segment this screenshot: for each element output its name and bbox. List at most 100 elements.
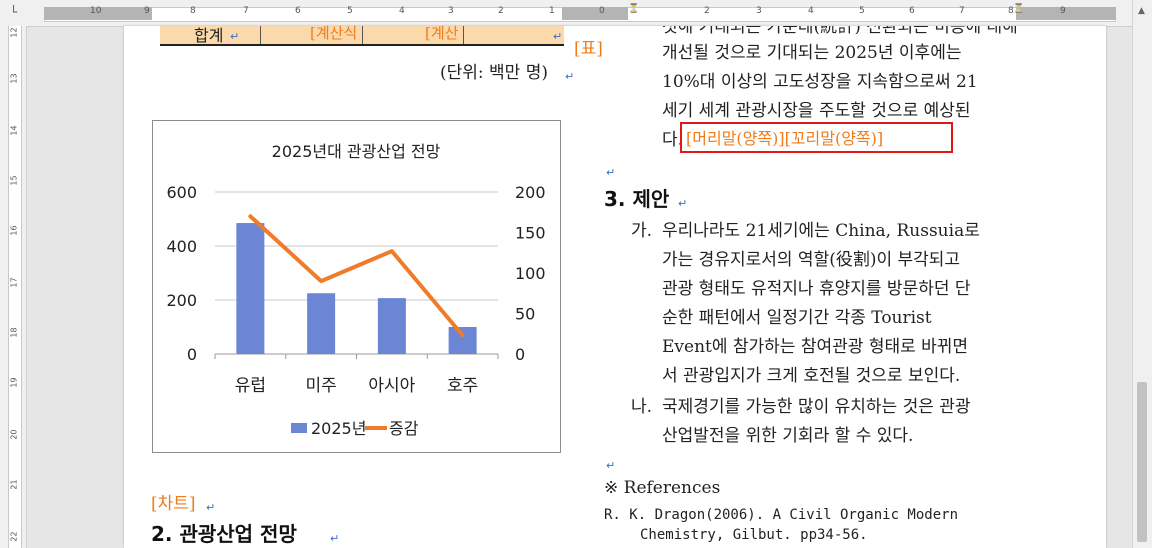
list-marker-ga: 가. xyxy=(631,221,653,241)
ruler-number: 9 xyxy=(144,6,150,16)
ruler-number: 9 xyxy=(1060,6,1066,16)
ruler-number: 6 xyxy=(909,6,915,16)
ruler-number: 4 xyxy=(399,6,405,16)
chart-left-tick-label: 400 xyxy=(166,237,197,256)
table-cell-total: 합계 xyxy=(194,26,224,45)
section-heading-2: 2. 관광산업 전망 xyxy=(151,522,297,546)
indent-marker-icon[interactable]: ⏳ xyxy=(628,4,640,14)
list-item-line: 순한 패턴에서 일정기간 각종 Tourist xyxy=(662,308,932,328)
reference-line: R. K. Dragon(2006). A Civil Organic Mode… xyxy=(604,507,959,523)
ruler-number: 5 xyxy=(859,6,865,16)
paragraph-mark-icon: ↵ xyxy=(330,532,340,545)
chart-bars xyxy=(236,223,477,354)
list-item-line: Event에 참가하는 참여관광 형태로 바뀌면 xyxy=(662,337,969,357)
list-item-line: 산업발전을 위한 기회라 할 수 있다. xyxy=(662,426,914,446)
paragraph-mark-icon: ↵ xyxy=(206,501,216,514)
chart-legend: 2025년 증감 xyxy=(291,419,419,438)
ruler-number: 17 xyxy=(9,277,19,288)
body-line: 개선될 것으로 기대되는 2025년 이후에는 xyxy=(662,43,962,63)
ruler-number: 13 xyxy=(9,73,19,84)
chart-category-label: 아시아 xyxy=(368,376,415,396)
header-footer-field[interactable]: [머리말(양쪽)][꼬리말(양쪽)] xyxy=(686,129,884,148)
ruler-number: 8 xyxy=(190,6,196,16)
scrollbar-thumb[interactable] xyxy=(1137,382,1147,542)
chart-bar xyxy=(377,298,406,354)
chart-right-tick-label: 150 xyxy=(515,224,546,243)
paragraph-mark-icon: ↵ xyxy=(678,197,688,210)
ruler-number: 21 xyxy=(9,479,19,490)
chart[interactable]: 2025년대 관광산업 전망 600 400 200 0 200 150 100 50 0 유… xyxy=(153,121,560,452)
chart-caption-field[interactable]: [차트] xyxy=(151,494,196,514)
section-heading-3: 3. 제안 xyxy=(604,187,670,211)
reference-line: Chemistry, Gilbut. pp34-56. xyxy=(640,527,868,543)
tab-selector-icon[interactable]: └ xyxy=(10,5,18,19)
chart-frame[interactable]: 2025년대 관광산업 전망 600 400 200 0 200 150 100 50 0 유… xyxy=(152,120,561,453)
chart-category-label: 호주 xyxy=(447,376,478,396)
ruler-number: 15 xyxy=(9,175,19,186)
ruler-margin-left xyxy=(44,7,152,20)
list-item-line: 우리나라도 21세기에는 China, Russuia로 xyxy=(662,221,980,241)
table-cell-border xyxy=(260,26,261,44)
horizontal-ruler[interactable]: 10 9 8 7 6 5 4 3 2 1 0 2 3 4 5 6 7 8 9 ⏳… xyxy=(0,0,1152,27)
ruler-column-gap xyxy=(562,7,628,20)
chart-right-tick-label: 100 xyxy=(515,264,546,283)
chart-category-label: 미주 xyxy=(305,376,336,396)
chart-right-axis-labels: 200 150 100 50 0 xyxy=(515,183,546,364)
legend-label-change: 증감 xyxy=(389,419,419,438)
list-marker-na: 나. xyxy=(631,397,653,417)
ruler-number: 8 xyxy=(1008,6,1014,16)
ruler-number: 0 xyxy=(599,6,605,16)
ruler-margin-right xyxy=(1016,7,1116,20)
ruler-number: 16 xyxy=(9,225,19,236)
references-title: ※ References xyxy=(604,478,721,498)
chart-right-tick-label: 0 xyxy=(515,345,525,364)
vertical-ruler[interactable]: 12 13 14 15 16 17 18 19 20 21 22 xyxy=(0,26,27,548)
ruler-number: 10 xyxy=(90,6,102,16)
scroll-up-icon[interactable]: ▲ xyxy=(1138,6,1145,16)
table-cell-border xyxy=(463,26,464,44)
ruler-number: 19 xyxy=(9,377,19,388)
body-line: 10%대 이상의 고도성장을 지속함으로써 21 xyxy=(662,72,978,92)
ruler-number: 2 xyxy=(704,6,710,16)
chart-line-path xyxy=(248,214,465,338)
chart-left-tick-label: 0 xyxy=(187,345,197,364)
ruler-track xyxy=(8,26,22,548)
ruler-number: 3 xyxy=(756,6,762,16)
ruler-number: 14 xyxy=(9,125,19,136)
paragraph-mark-icon: ↵ xyxy=(565,70,575,83)
clipped-text-line: 첫해 기대되는 가운데(統計) 전환되는 비용에 대해서는 xyxy=(662,26,1018,34)
ruler-number: 12 xyxy=(9,27,19,38)
legend-bar-swatch xyxy=(291,423,307,433)
vertical-scrollbar[interactable]: ▲ xyxy=(1132,0,1152,548)
ruler-number: 22 xyxy=(9,531,19,542)
ruler-number: 6 xyxy=(295,6,301,16)
list-item-line: 관광 형태도 유적지나 휴양지를 방문하던 단 xyxy=(662,279,971,299)
ruler-number: 4 xyxy=(808,6,814,16)
chart-bar xyxy=(236,223,265,354)
ruler-number: 7 xyxy=(243,6,249,16)
chart-line-series xyxy=(248,214,465,338)
chart-left-axis-labels: 600 400 200 0 xyxy=(166,183,197,364)
chart-bar xyxy=(307,293,336,354)
chart-title: 2025년대 관광산업 전망 xyxy=(272,142,441,161)
ruler-number: 20 xyxy=(9,429,19,440)
chart-category-labels: 유럽 미주 아시아 호주 xyxy=(235,376,479,396)
chart-bar xyxy=(448,327,477,354)
chart-right-tick-label: 200 xyxy=(515,183,546,202)
table-caption-field[interactable]: [표] xyxy=(574,39,603,59)
legend-label-2025: 2025년 xyxy=(311,419,366,438)
unit-note: (단위: 백만 명) xyxy=(440,63,548,83)
body-line: 다. xyxy=(662,130,684,150)
header-footer-field-box[interactable]: [머리말(양쪽)][꼬리말(양쪽)] xyxy=(680,122,953,153)
ruler-number: 3 xyxy=(448,6,454,16)
chart-right-tick-label: 50 xyxy=(515,305,535,324)
paragraph-mark-icon: ↵ xyxy=(606,459,616,472)
right-indent-marker-icon[interactable]: ⏳ xyxy=(1013,4,1025,14)
ruler-number: 18 xyxy=(9,327,19,338)
table-total-row[interactable]: 합계 ↵ [계산식 [계산 ↵ xyxy=(160,24,564,46)
list-item-line: 국제경기를 가능한 많이 유치하는 것은 관광 xyxy=(662,397,971,417)
chart-left-tick-label: 600 xyxy=(166,183,197,202)
ruler-number: 7 xyxy=(959,6,965,16)
table-cell-formula[interactable]: [계산 xyxy=(425,24,459,42)
table-cell-formula[interactable]: [계산식 xyxy=(310,24,358,42)
